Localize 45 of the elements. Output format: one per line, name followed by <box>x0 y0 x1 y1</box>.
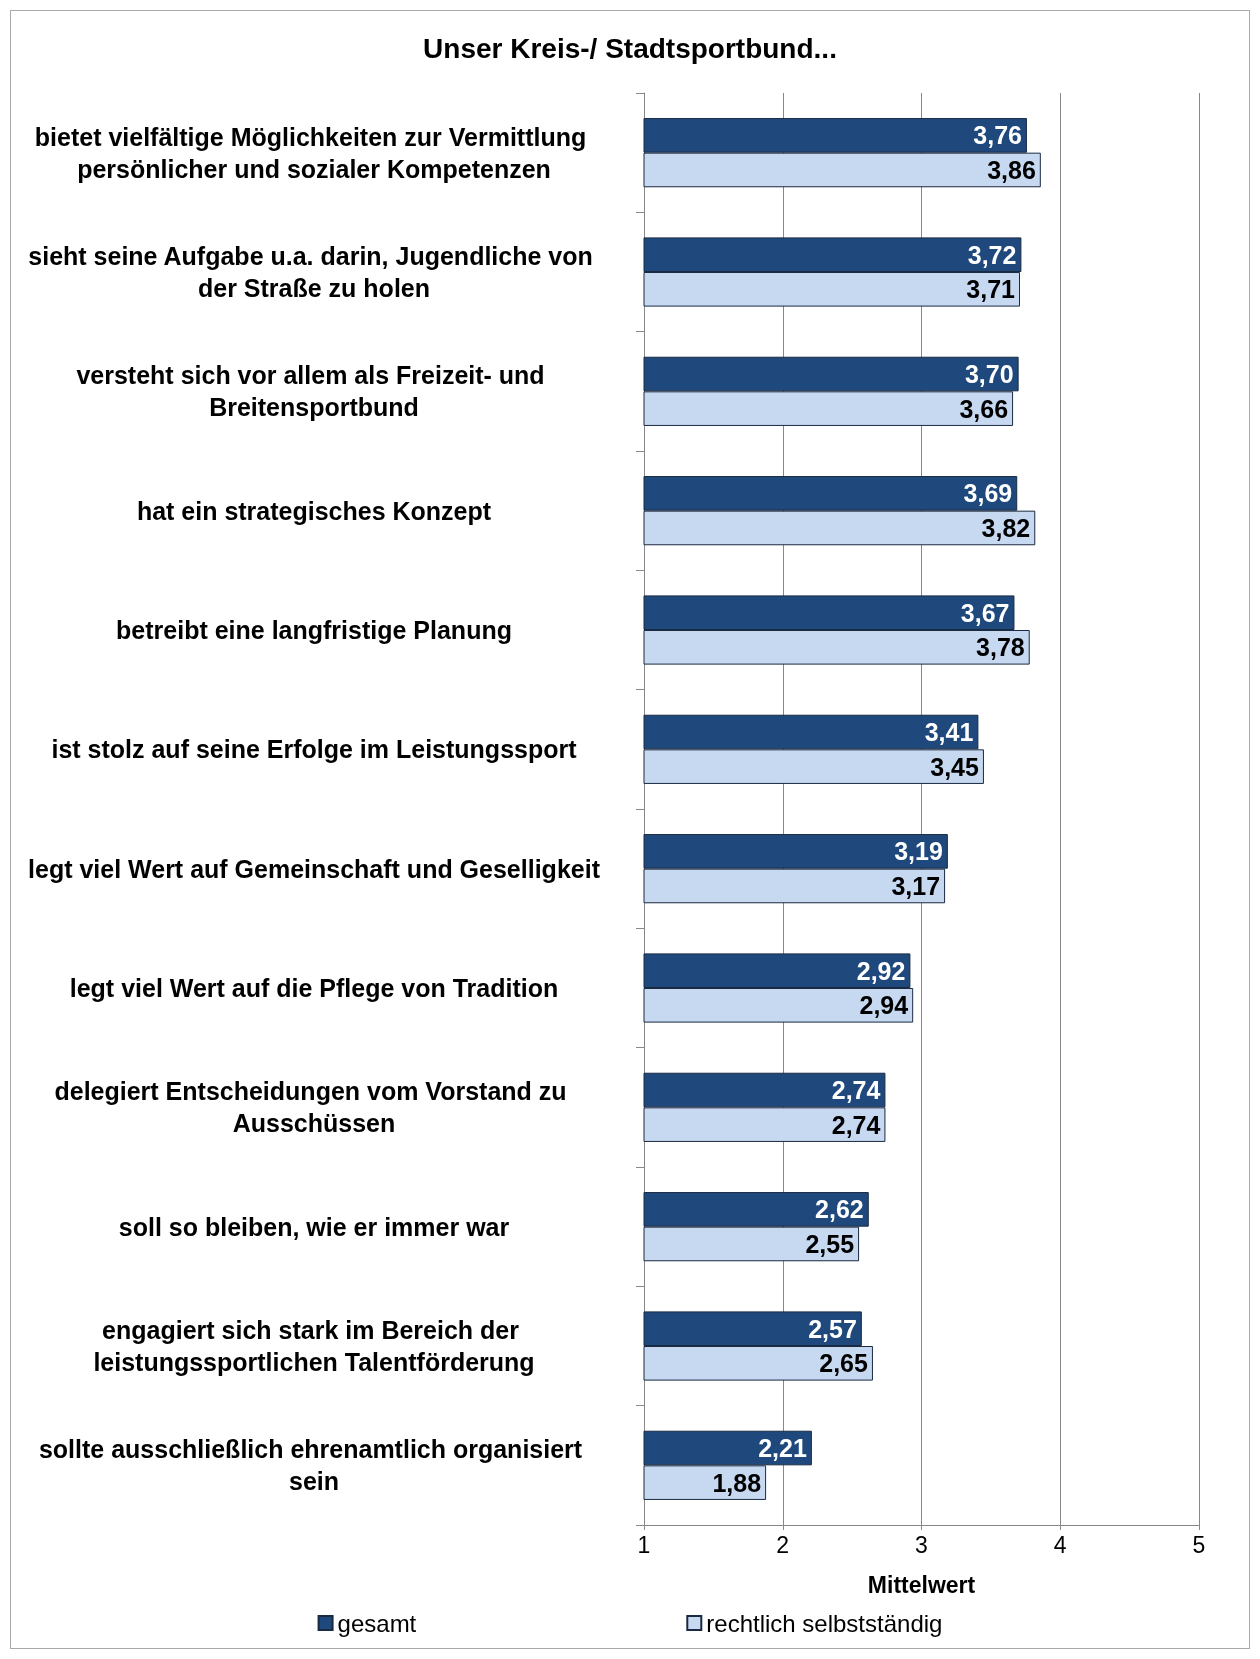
data-label: 3,17 <box>891 871 941 900</box>
chart-title: Unser Kreis-/ Stadtsportbund... <box>423 32 837 64</box>
y-tick-label: engagiert sich stark im Bereich der leistungssportlichen Talentförderung <box>93 1316 535 1376</box>
y-tick-label: versteht sich vor allem als Freizeit- und Breitensportbund <box>76 361 552 422</box>
data-label: 3,19 <box>894 837 943 866</box>
data-label: 2,65 <box>819 1349 869 1378</box>
x-tick-label: 1 <box>637 1531 651 1558</box>
data-label: 3,78 <box>976 633 1025 662</box>
data-label: 2,74 <box>831 1110 881 1139</box>
data-label: 2,92 <box>856 956 906 985</box>
x-tick-label: 4 <box>1053 1531 1067 1558</box>
data-label: 3,45 <box>930 752 980 781</box>
y-tick-label: legt viel Wert auf Gemeinschaft und Geselligkeit <box>28 854 601 883</box>
data-label: 2,55 <box>805 1229 855 1258</box>
x-tick-label: 2 <box>776 1531 790 1558</box>
data-label: 3,66 <box>959 394 1009 423</box>
data-label: 2,94 <box>859 991 909 1020</box>
data-label: 3,71 <box>966 275 1016 304</box>
legend-label: gesamt <box>337 1609 417 1637</box>
data-label: 3,86 <box>987 155 1036 184</box>
data-label: 3,41 <box>924 718 974 747</box>
y-tick-label: sieht seine Aufgabe u.a. darin, Jugendliche von der Straße zu holen <box>28 242 600 302</box>
data-label: 3,67 <box>960 598 1010 627</box>
y-tick-label: bietet vielfältige Möglichkeiten zur Vermittlung persönlicher und sozialer Kompetenzen <box>34 122 594 183</box>
y-tick-label: soll so bleiben, wie er immer war <box>118 1212 510 1241</box>
data-label: 1,88 <box>712 1468 762 1497</box>
data-label: 3,82 <box>981 513 1031 542</box>
data-label: 3,70 <box>964 360 1014 389</box>
data-label: 3,72 <box>967 240 1017 269</box>
x-tick-label: 5 <box>1192 1531 1206 1558</box>
data-label: 3,69 <box>963 479 1013 508</box>
data-label: 2,74 <box>831 1076 881 1105</box>
legend-label: rechtlich selbstständig <box>706 1609 943 1637</box>
data-label: 2,62 <box>815 1195 864 1224</box>
y-tick-label: sollte ausschließlich ehrenamtlich organisiert sein <box>38 1435 590 1496</box>
x-axis-title: Mittelwert <box>867 1571 976 1598</box>
y-tick-label: hat ein strategisches Konzept <box>136 496 492 525</box>
data-label: 3,76 <box>973 121 1022 150</box>
y-tick-label: legt viel Wert auf die Pflege von Tradition <box>69 974 559 1002</box>
x-tick-label: 3 <box>915 1531 928 1558</box>
y-tick-label: ist stolz auf seine Erfolge im Leistungssport <box>51 735 578 764</box>
y-tick-label: delegiert Entscheidungen vom Vorstand zu Ausschüssen <box>54 1077 574 1138</box>
data-label: 2,57 <box>808 1314 857 1343</box>
data-label: 2,21 <box>758 1434 807 1463</box>
y-tick-label: betreibt eine langfristige Planung <box>116 616 512 644</box>
